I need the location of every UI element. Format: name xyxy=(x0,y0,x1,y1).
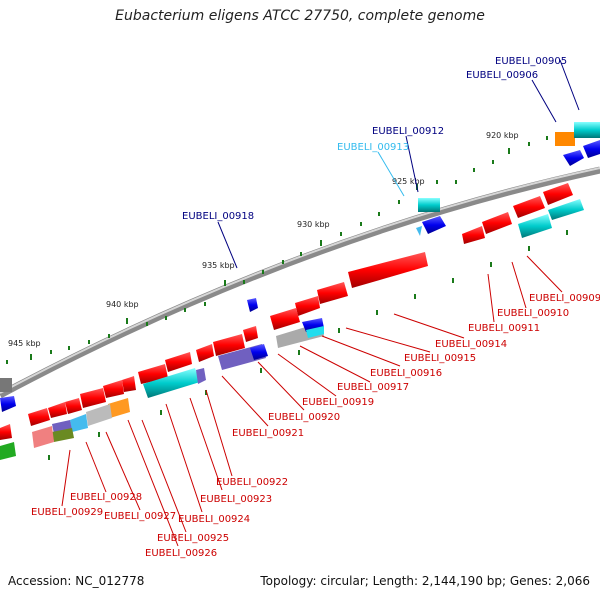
gene-label: EUBELI_00928 xyxy=(70,492,142,503)
gene-label: EUBELI_00918 xyxy=(182,211,254,222)
gene-label: EUBELI_00923 xyxy=(200,494,272,505)
accession-text: Accession: NC_012778 xyxy=(8,574,145,588)
gene-gray xyxy=(0,378,12,392)
gene-pink xyxy=(32,426,54,448)
gene-label: EUBELI_00912 xyxy=(372,126,444,137)
tick-ring xyxy=(6,136,548,364)
gene-label: EUBELI_00917 xyxy=(337,382,409,393)
tick-label-925: 925 kbp xyxy=(392,177,425,186)
gene-label: EUBELI_00919 xyxy=(302,397,374,408)
map-title: Eubacterium eligens ATCC 27750, complete… xyxy=(115,8,485,24)
genome-backbone-highlight xyxy=(0,167,600,394)
gene-track-lower xyxy=(0,183,573,440)
gene-blue xyxy=(250,344,268,360)
gene-lightblue xyxy=(416,226,422,236)
gene-blue xyxy=(247,298,258,312)
gene-cyan xyxy=(574,122,600,138)
tick-label-940: 940 kbp xyxy=(106,300,139,309)
topology-text: Topology: circular; Length: 2,144,190 bp… xyxy=(260,574,590,588)
gene-label: EUBELI_00909 xyxy=(529,293,600,304)
gene-olive xyxy=(52,428,74,442)
gene-orange xyxy=(555,132,575,146)
gene-blue xyxy=(422,216,446,234)
gene-green xyxy=(0,442,16,460)
gene-blue xyxy=(0,396,16,412)
tick-label-920: 920 kbp xyxy=(486,131,519,140)
gene-label: EUBELI_00927 xyxy=(104,511,176,522)
leader-lines-inner xyxy=(217,59,580,269)
gene-label: EUBELI_00922 xyxy=(216,477,288,488)
gene-label: EUBELI_00910 xyxy=(497,308,569,319)
gene-label: EUBELI_00915 xyxy=(404,353,476,364)
gene-label: EUBELI_00913 xyxy=(337,142,409,153)
gene-purple xyxy=(196,368,206,384)
gene-cyan xyxy=(418,198,440,212)
gene-label: EUBELI_00924 xyxy=(178,514,250,525)
gene-label: EUBELI_00926 xyxy=(145,548,217,559)
gene-gray xyxy=(86,404,112,426)
gene-label: EUBELI_00906 xyxy=(466,70,538,81)
tick-label-935: 935 kbp xyxy=(202,261,235,270)
gene-blue xyxy=(583,140,600,158)
leader-lines-outer xyxy=(61,255,563,547)
gene-track-lower-cyan xyxy=(143,199,584,398)
gene-label: EUBELI_00911 xyxy=(468,323,540,334)
gene-label: EUBELI_00920 xyxy=(268,412,340,423)
tick-label-930: 930 kbp xyxy=(297,220,330,229)
gene-label: EUBELI_00914 xyxy=(435,339,507,350)
genome-backbone xyxy=(0,166,600,399)
gene-label: EUBELI_00916 xyxy=(370,368,442,379)
gene-lightblue xyxy=(70,414,88,432)
tick-label-945: 945 kbp xyxy=(8,339,41,348)
gene-label: EUBELI_00925 xyxy=(157,533,229,544)
gene-blue xyxy=(563,150,584,166)
gene-cyan xyxy=(306,326,324,338)
gene-label: EUBELI_00905 xyxy=(495,56,567,67)
tick-ring-outer xyxy=(48,230,568,460)
gene-label: EUBELI_00921 xyxy=(232,428,304,439)
gene-orange xyxy=(108,398,130,418)
gene-label: EUBELI_00929 xyxy=(31,507,103,518)
